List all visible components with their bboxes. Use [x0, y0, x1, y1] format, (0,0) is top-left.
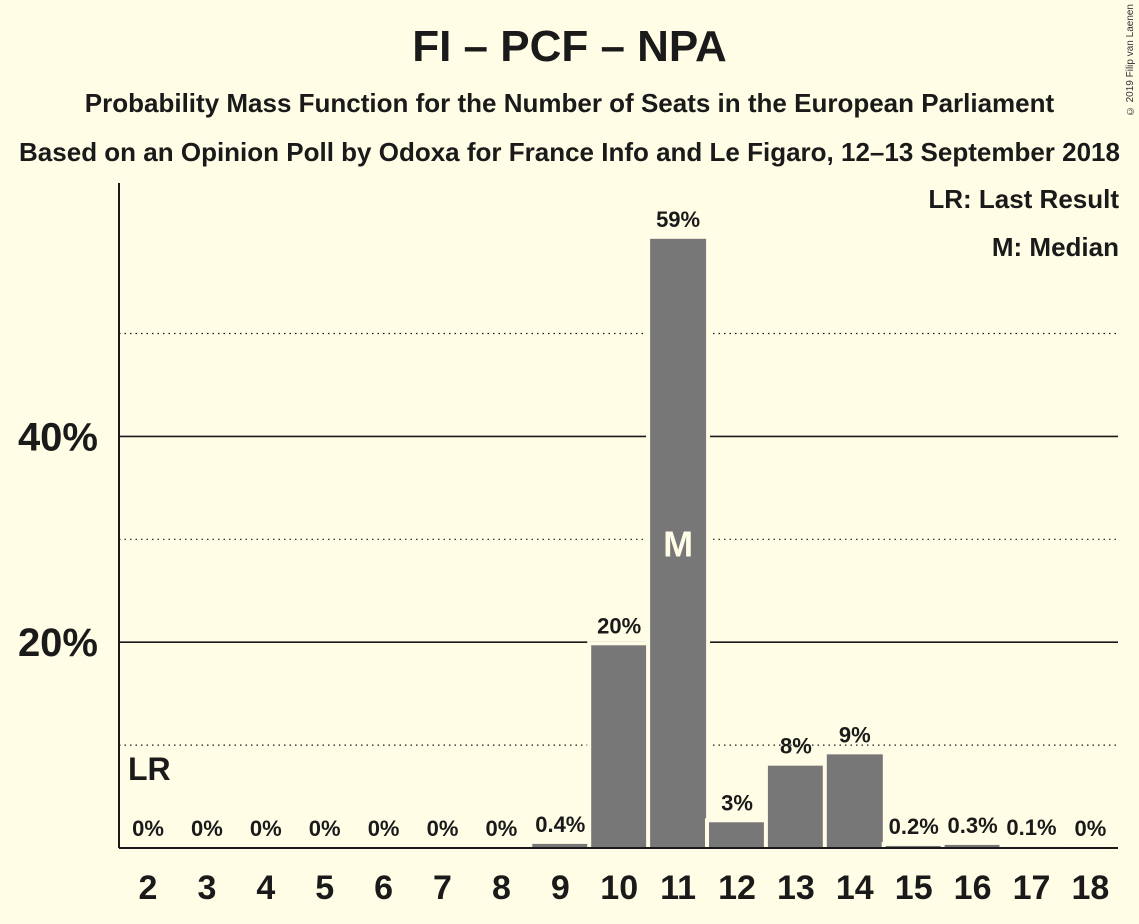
data-label: 9%: [839, 722, 871, 747]
y-tick-label: 40%: [18, 415, 98, 459]
data-label: 0.4%: [535, 812, 585, 837]
data-label: 0%: [132, 816, 164, 841]
x-tick-label: 10: [600, 869, 638, 907]
data-label: 3%: [721, 790, 753, 815]
legend-median: M: Median: [991, 232, 1119, 262]
x-tick-label: 17: [1013, 869, 1051, 907]
data-label: 0%: [486, 816, 518, 841]
bar: [767, 765, 824, 848]
chart-subtitle-source: Based on an Opinion Poll by Odoxa for Fr…: [19, 137, 1120, 167]
median-marker: M: [663, 523, 693, 564]
x-tick-label: 5: [315, 869, 334, 907]
chart-subtitle: Probability Mass Function for the Number…: [84, 88, 1055, 118]
bar: [826, 754, 883, 848]
data-label: 0.3%: [948, 813, 998, 838]
bar: [532, 843, 589, 848]
x-tick-label: 12: [718, 869, 756, 907]
bar: [591, 645, 648, 848]
chart-title: FI – PCF – NPA: [412, 22, 727, 71]
x-tick-label: 3: [197, 869, 216, 907]
data-label: 20%: [597, 613, 641, 638]
x-tick-label: 6: [374, 869, 393, 907]
x-tick-label: 8: [492, 869, 511, 907]
x-tick-label: 11: [660, 869, 696, 907]
data-label: 0%: [1075, 816, 1107, 841]
bar: [650, 238, 707, 848]
bar-halo: [940, 840, 1005, 848]
x-tick-label: 4: [256, 869, 275, 907]
bar-halo: [999, 842, 1064, 848]
data-label: 0%: [191, 816, 223, 841]
x-tick-label: 18: [1071, 869, 1109, 907]
data-label: 8%: [780, 734, 812, 759]
data-label: 0%: [368, 816, 400, 841]
x-tick-label: 13: [777, 869, 815, 907]
legend-last-result: LR: Last Result: [928, 184, 1119, 214]
x-tick-label: 15: [895, 869, 933, 907]
x-tick-label: 16: [954, 869, 992, 907]
x-tick-label: 2: [139, 869, 158, 907]
bar: [885, 845, 942, 848]
x-tick-label: 7: [433, 869, 452, 907]
data-label: 0%: [250, 816, 282, 841]
x-tick-label: 9: [551, 869, 570, 907]
bar-halo: [881, 841, 946, 848]
data-label: 0.1%: [1006, 815, 1056, 840]
y-tick-label: 20%: [18, 621, 98, 665]
data-label: 0%: [309, 816, 341, 841]
data-label: 59%: [656, 207, 700, 232]
x-tick-label: 14: [836, 869, 874, 907]
last-result-marker: LR: [128, 751, 171, 787]
bar: [944, 844, 1001, 848]
bar: [709, 822, 765, 848]
data-label: 0.2%: [889, 814, 939, 839]
data-label: 0%: [427, 816, 459, 841]
